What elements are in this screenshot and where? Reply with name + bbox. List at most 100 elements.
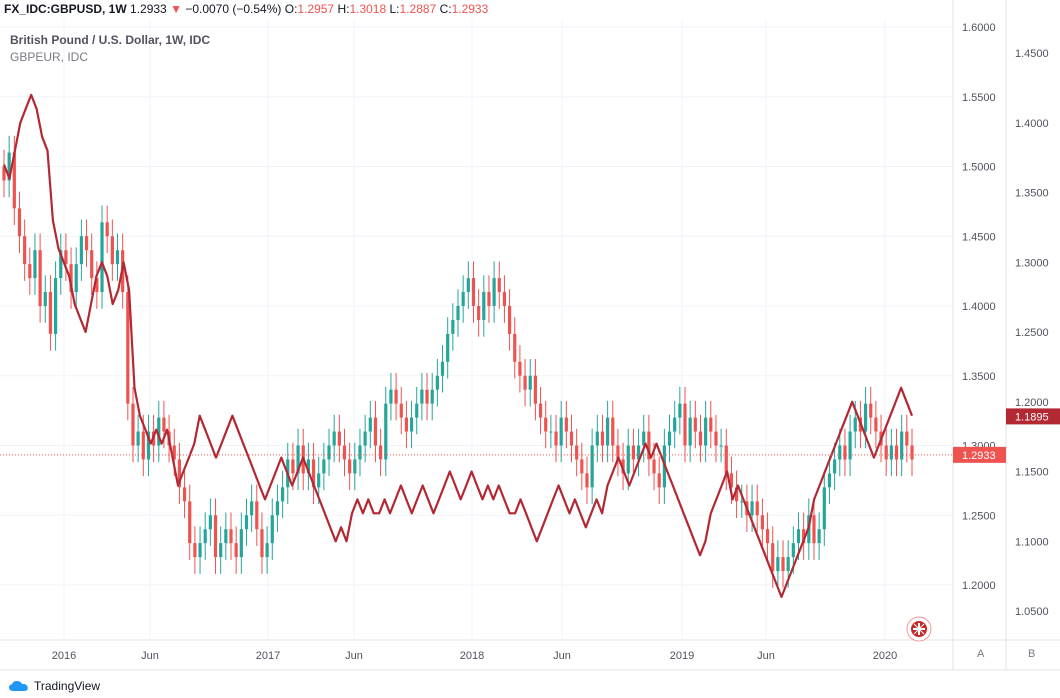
- candle-body: [368, 417, 372, 432]
- candle-body: [146, 431, 151, 460]
- candle-body: [900, 431, 904, 460]
- right-axis-tick-label: 1.2500: [1015, 327, 1049, 339]
- candle-body: [507, 306, 512, 334]
- candle-body: [482, 292, 486, 320]
- right-price-axis: [1006, 0, 1060, 640]
- symbol-name[interactable]: FX_IDC:GBPUSD, 1W: [4, 2, 127, 16]
- candle-body: [513, 333, 517, 362]
- high-label: H:: [337, 2, 350, 16]
- left-axis-tick-label: 1.2000: [962, 580, 996, 592]
- candle-body: [250, 501, 254, 516]
- compare-series-legend[interactable]: GBPEUR, IDC: [10, 50, 89, 64]
- candle-body: [53, 278, 58, 334]
- candle-body: [657, 473, 661, 488]
- candle-body: [760, 515, 764, 530]
- candle-body: [291, 459, 295, 474]
- candle-body: [714, 431, 718, 446]
- candle-body: [502, 292, 507, 306]
- axis-b-button[interactable]: B: [1028, 648, 1036, 660]
- candle-body: [17, 208, 22, 237]
- time-axis-tick-label: 2020: [873, 650, 897, 662]
- candle-body: [420, 389, 424, 404]
- right-axis-tick-label: 1.3000: [1015, 257, 1049, 269]
- candle-body: [296, 445, 300, 474]
- candle-body: [636, 445, 641, 460]
- candle-body: [755, 501, 759, 516]
- candle-body: [905, 431, 909, 446]
- candle-body: [709, 417, 713, 432]
- candle-body: [394, 389, 398, 404]
- candle-body: [853, 417, 857, 432]
- high-value: 1.3018: [349, 2, 387, 16]
- candle-body: [461, 292, 465, 306]
- candle-body: [162, 417, 166, 432]
- time-axis-tick-label: Jun: [141, 650, 159, 662]
- candle-body: [379, 445, 383, 460]
- candle-body: [606, 417, 610, 446]
- candle-body: [33, 250, 37, 279]
- right-axis-tick-label: 1.1500: [1015, 467, 1049, 479]
- candle-body: [848, 431, 852, 460]
- candle-body: [255, 501, 259, 530]
- candle-body: [595, 431, 599, 446]
- candle-body: [198, 543, 202, 558]
- candle-body: [260, 529, 264, 558]
- candle-body: [435, 375, 439, 390]
- time-axis-tick-label: 2016: [52, 650, 76, 662]
- candle-body: [363, 431, 367, 446]
- candle-body: [306, 459, 310, 474]
- last-price-marker: [953, 446, 1006, 463]
- candle-body: [141, 431, 145, 460]
- tradingview-logo[interactable]: TradingView: [8, 679, 100, 693]
- main-series-legend[interactable]: British Pound / U.S. Dollar, 1W, IDC: [10, 33, 211, 47]
- candle-body: [477, 306, 481, 320]
- candle-body: [79, 236, 83, 265]
- candle-body: [719, 445, 723, 447]
- time-axis-tick-label: Jun: [553, 650, 571, 662]
- uk-flag-icon[interactable]: [906, 616, 932, 647]
- candle-body: [157, 417, 161, 446]
- candle-body: [771, 543, 775, 572]
- candle-body: [564, 417, 568, 432]
- candle-body: [833, 459, 837, 474]
- candle-body: [203, 529, 207, 544]
- candle-body: [466, 278, 470, 293]
- close-value: 1.2933: [451, 2, 489, 16]
- candle-body: [409, 417, 414, 432]
- candle-body: [342, 445, 347, 460]
- candle-body: [647, 431, 651, 460]
- candle-body: [704, 417, 708, 446]
- candle-body: [446, 333, 450, 362]
- candle-body: [48, 292, 53, 334]
- candle-body: [554, 431, 558, 446]
- candle-body: [827, 473, 832, 488]
- candle-body: [802, 529, 806, 544]
- candle-body: [182, 487, 187, 502]
- candle-body: [528, 375, 532, 390]
- candle-body: [616, 445, 620, 460]
- candle-body: [229, 529, 233, 544]
- candle-body: [549, 431, 553, 433]
- left-axis-tick-label: 1.4000: [962, 301, 996, 313]
- last-price-label: 1.2933: [962, 450, 996, 462]
- candle-body: [74, 264, 78, 293]
- candle-body: [724, 445, 728, 474]
- candle-body: [621, 459, 625, 474]
- candle-body: [389, 389, 393, 404]
- left-axis-tick-label: 1.3500: [962, 371, 996, 383]
- candle-body: [353, 459, 357, 474]
- axis-auto-button[interactable]: A: [977, 648, 985, 660]
- candle-body: [729, 473, 734, 488]
- change-arrow-icon: ▼: [170, 2, 182, 16]
- candle-body: [172, 445, 176, 460]
- candle-body: [131, 403, 135, 446]
- tradingview-brand: TradingView: [34, 679, 101, 693]
- right-axis-tick-label: 1.4000: [1015, 118, 1049, 130]
- candle-body: [110, 236, 114, 265]
- candle-body: [538, 403, 543, 418]
- candle-body: [492, 278, 496, 306]
- candle-body: [415, 403, 419, 418]
- candle-body: [239, 529, 243, 558]
- right-axis-tick-label: 1.3500: [1015, 188, 1049, 200]
